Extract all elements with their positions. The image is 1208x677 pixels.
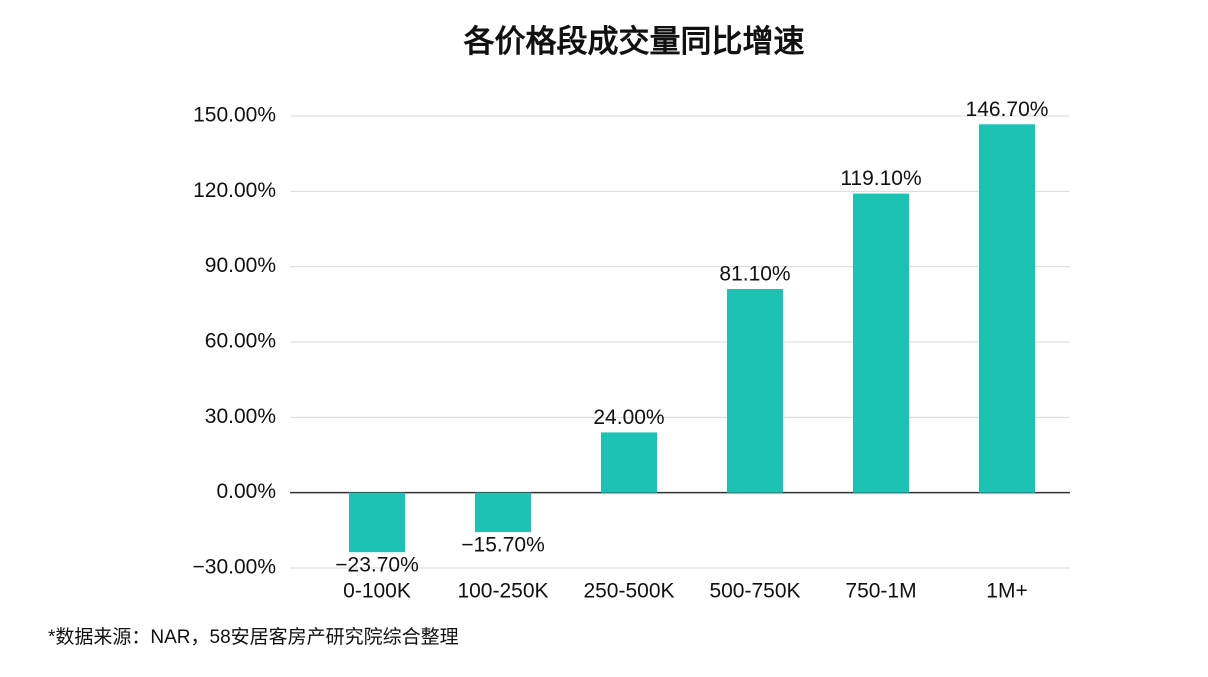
x-tick-label: 0-100K (343, 580, 411, 603)
y-tick-label: −30.00% (193, 556, 277, 579)
source-note: *数据来源：NAR，58安居客房产研究院综合整理 (48, 626, 459, 648)
bar (475, 492, 531, 533)
data-label: 146.70% (966, 98, 1049, 121)
y-tick-label: 90.00% (205, 254, 276, 277)
x-tick-label: 100-250K (457, 580, 548, 603)
bar (601, 432, 657, 493)
y-tick-label: 60.00% (205, 330, 276, 353)
data-label: 81.10% (719, 263, 790, 286)
data-label: 119.10% (840, 167, 921, 190)
y-tick-label: 150.00% (193, 104, 276, 127)
data-label: 24.00% (593, 406, 664, 429)
x-tick-label: 500-750K (709, 580, 800, 603)
chart-title: 各价格段成交量同比增速 (463, 24, 805, 59)
bar (349, 492, 405, 553)
x-tick-label: 750-1M (845, 580, 916, 603)
bar (727, 289, 783, 493)
bar (853, 193, 909, 493)
bar (979, 124, 1035, 493)
y-tick-label: 30.00% (205, 405, 276, 428)
data-label: −23.70% (335, 554, 419, 577)
y-tick-label: 120.00% (193, 179, 276, 202)
x-tick-label: 1M+ (986, 580, 1027, 603)
x-tick-label: 250-500K (583, 580, 674, 603)
data-label: −15.70% (461, 534, 545, 557)
y-tick-label: 0.00% (216, 480, 276, 503)
